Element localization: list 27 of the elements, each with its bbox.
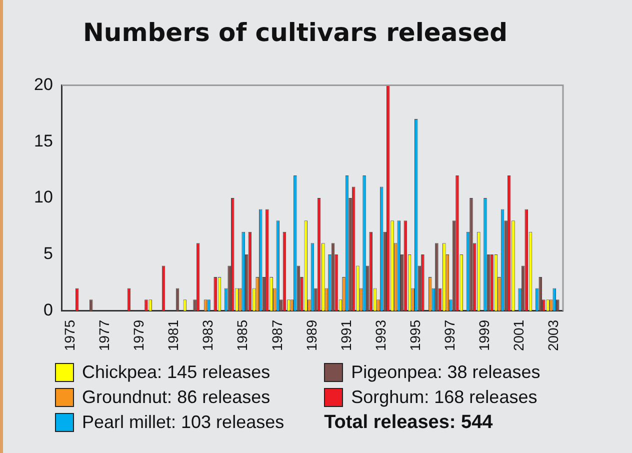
x-tick-label: 2003 bbox=[545, 320, 562, 352]
x-tick-label: 1977 bbox=[96, 320, 112, 352]
x-tick-label: 1991 bbox=[338, 320, 354, 352]
text: Total releases: 544 bbox=[324, 412, 494, 435]
x-tick-label: 1997 bbox=[442, 320, 458, 352]
x-tick-label: 1981 bbox=[165, 320, 182, 352]
chart-title: Numbers of cultivars released bbox=[83, 18, 508, 47]
x-tick-label: 1983 bbox=[200, 320, 216, 352]
legend-label: Pigeonpea: 38 releases bbox=[351, 362, 540, 383]
legend-label: Sorghum: 168 releases bbox=[351, 387, 538, 408]
y-tick-label: 10 bbox=[34, 188, 53, 207]
x-tick-label: 1979 bbox=[130, 320, 147, 352]
y-tick-label: 15 bbox=[34, 131, 53, 150]
x-tick-label: 1985 bbox=[234, 320, 250, 352]
x-tick-label: 1995 bbox=[406, 320, 423, 352]
x-tick-label: 1993 bbox=[372, 320, 388, 352]
y-tick-label: 20 bbox=[34, 74, 53, 94]
y-tick-label: 0 bbox=[43, 300, 53, 320]
x-tick-label: 2001 bbox=[510, 320, 527, 352]
x-tick-label: 1975 bbox=[61, 320, 78, 352]
legend-label: Pearl millet: 103 releases bbox=[82, 412, 284, 433]
legend-label: Groundnut: 86 releases bbox=[82, 387, 270, 408]
legend-label: Chickpea: 145 releases bbox=[82, 362, 270, 383]
x-tick-label: 1999 bbox=[476, 320, 492, 352]
x-tick-label: 1989 bbox=[303, 320, 320, 352]
x-tick-label: 1987 bbox=[268, 320, 285, 352]
y-tick-label: 5 bbox=[43, 244, 53, 264]
